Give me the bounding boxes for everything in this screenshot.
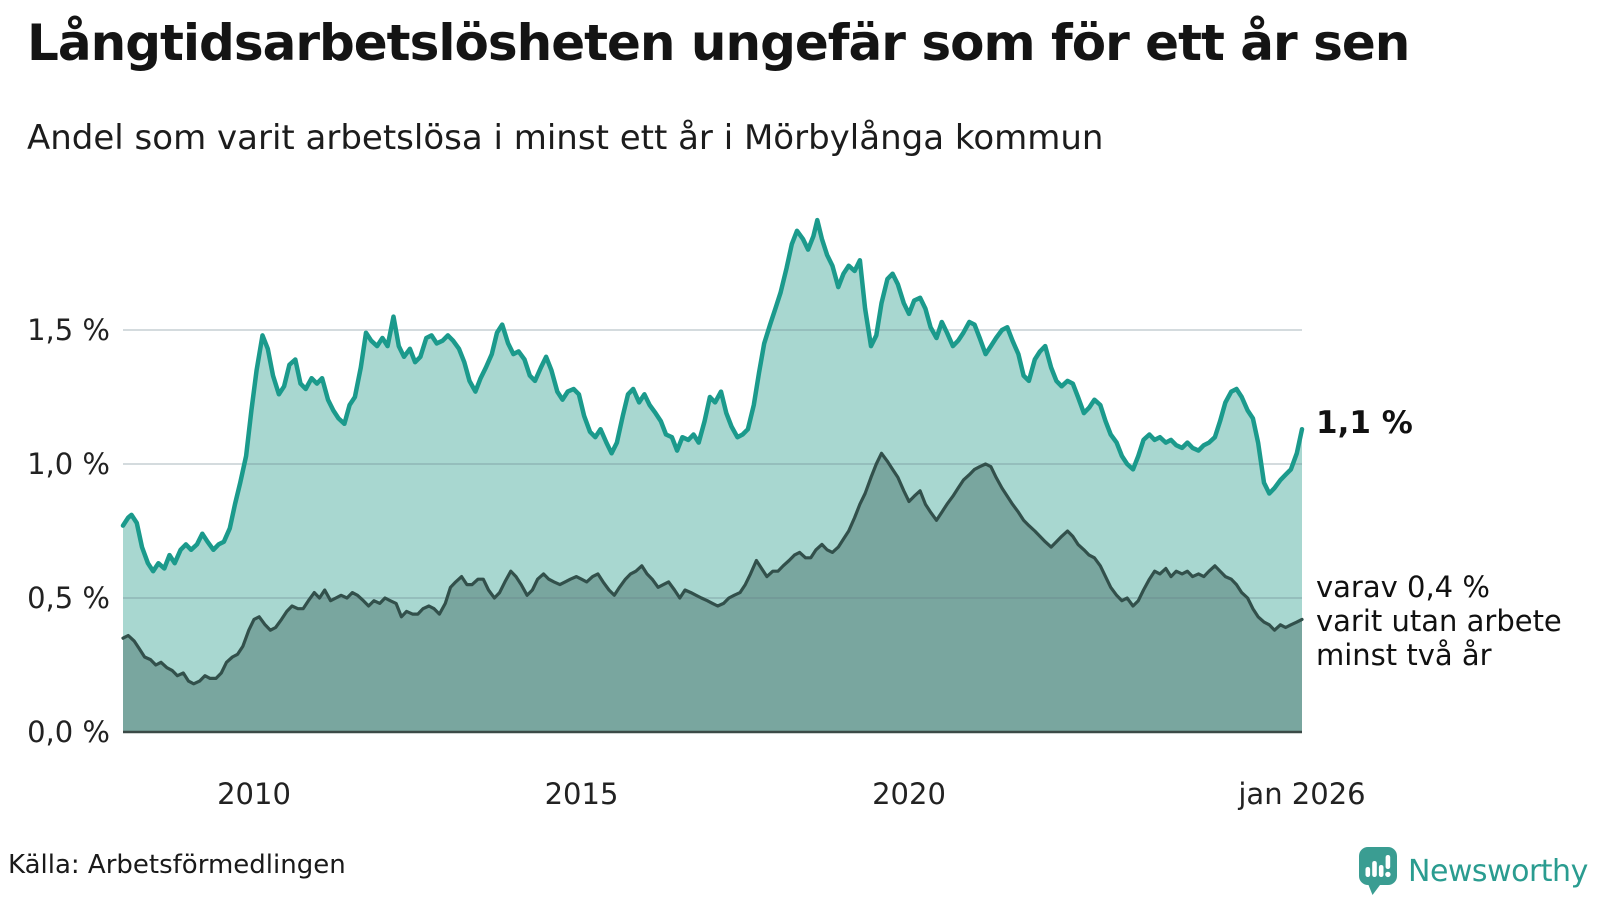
series-line-two-year xyxy=(121,451,1304,686)
x-tick-label: 2020 xyxy=(872,777,946,811)
source-credit: Källa: Arbetsförmedlingen xyxy=(8,850,346,880)
y-tick-label: 1,0 % xyxy=(27,447,110,481)
newsworthy-logo-text: Newsworthy xyxy=(1408,853,1588,889)
y-tick-label: 0,5 % xyxy=(27,581,110,615)
area-fill-two-year xyxy=(123,453,1302,732)
x-tick-label: 2010 xyxy=(217,777,291,811)
x-tick-label: jan 2026 xyxy=(1238,777,1366,811)
newsworthy-speech-bubble-bar-chart-icon xyxy=(1359,847,1397,895)
breakdown-annotation-line: varit utan arbete xyxy=(1316,604,1562,638)
x-tick-label: 2015 xyxy=(544,777,619,811)
breakdown-annotation: varav 0,4 % varit utan arbete minst två … xyxy=(1316,570,1562,672)
breakdown-annotation-line: varav 0,4 % xyxy=(1316,570,1490,604)
breakdown-annotation-line: minst två år xyxy=(1316,638,1492,672)
y-tick-label: 1,5 % xyxy=(27,313,110,347)
latest-value-annotation: 1,1 % xyxy=(1316,405,1413,441)
y-tick-label: 0,0 % xyxy=(27,715,110,749)
series-lines xyxy=(120,217,1305,686)
series-line-one-year xyxy=(120,217,1305,574)
area-fills xyxy=(123,220,1302,732)
page-subtitle: Andel som varit arbetslösa i minst ett å… xyxy=(27,118,1104,158)
page-title: Långtidsarbetslösheten ungefär som för e… xyxy=(27,14,1410,72)
newsworthy-logo: Newsworthy xyxy=(1358,846,1588,896)
